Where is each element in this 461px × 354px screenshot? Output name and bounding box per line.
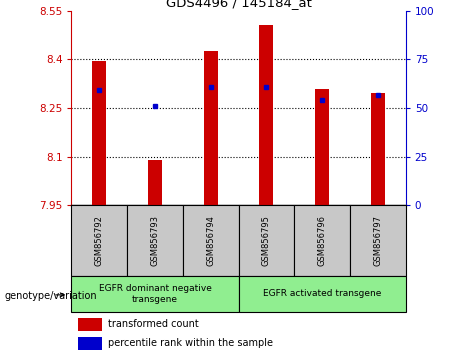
Text: GSM856796: GSM856796	[318, 215, 327, 266]
Bar	[315, 88, 329, 205]
FancyBboxPatch shape	[127, 205, 183, 276]
Text: EGFR dominant negative
transgene: EGFR dominant negative transgene	[99, 284, 212, 303]
FancyBboxPatch shape	[294, 205, 350, 276]
Bar	[148, 160, 162, 205]
FancyBboxPatch shape	[71, 205, 127, 276]
Bar	[78, 337, 101, 350]
FancyBboxPatch shape	[238, 276, 406, 312]
Text: GSM856793: GSM856793	[150, 215, 160, 266]
FancyBboxPatch shape	[238, 205, 294, 276]
Bar	[371, 93, 385, 205]
Text: EGFR activated transgene: EGFR activated transgene	[263, 289, 381, 298]
Text: GSM856797: GSM856797	[373, 215, 382, 266]
Text: transformed count: transformed count	[108, 319, 199, 329]
Text: GSM856795: GSM856795	[262, 215, 271, 266]
Text: percentile rank within the sample: percentile rank within the sample	[108, 338, 273, 348]
FancyBboxPatch shape	[71, 276, 238, 312]
Bar	[204, 51, 218, 205]
Bar	[260, 25, 273, 205]
Bar	[78, 318, 101, 331]
Title: GDS4496 / 145184_at: GDS4496 / 145184_at	[165, 0, 312, 10]
Text: GSM856792: GSM856792	[95, 215, 104, 266]
Bar	[92, 61, 106, 205]
FancyBboxPatch shape	[350, 205, 406, 276]
Text: genotype/variation: genotype/variation	[5, 291, 97, 301]
FancyBboxPatch shape	[183, 205, 238, 276]
Text: GSM856794: GSM856794	[206, 215, 215, 266]
